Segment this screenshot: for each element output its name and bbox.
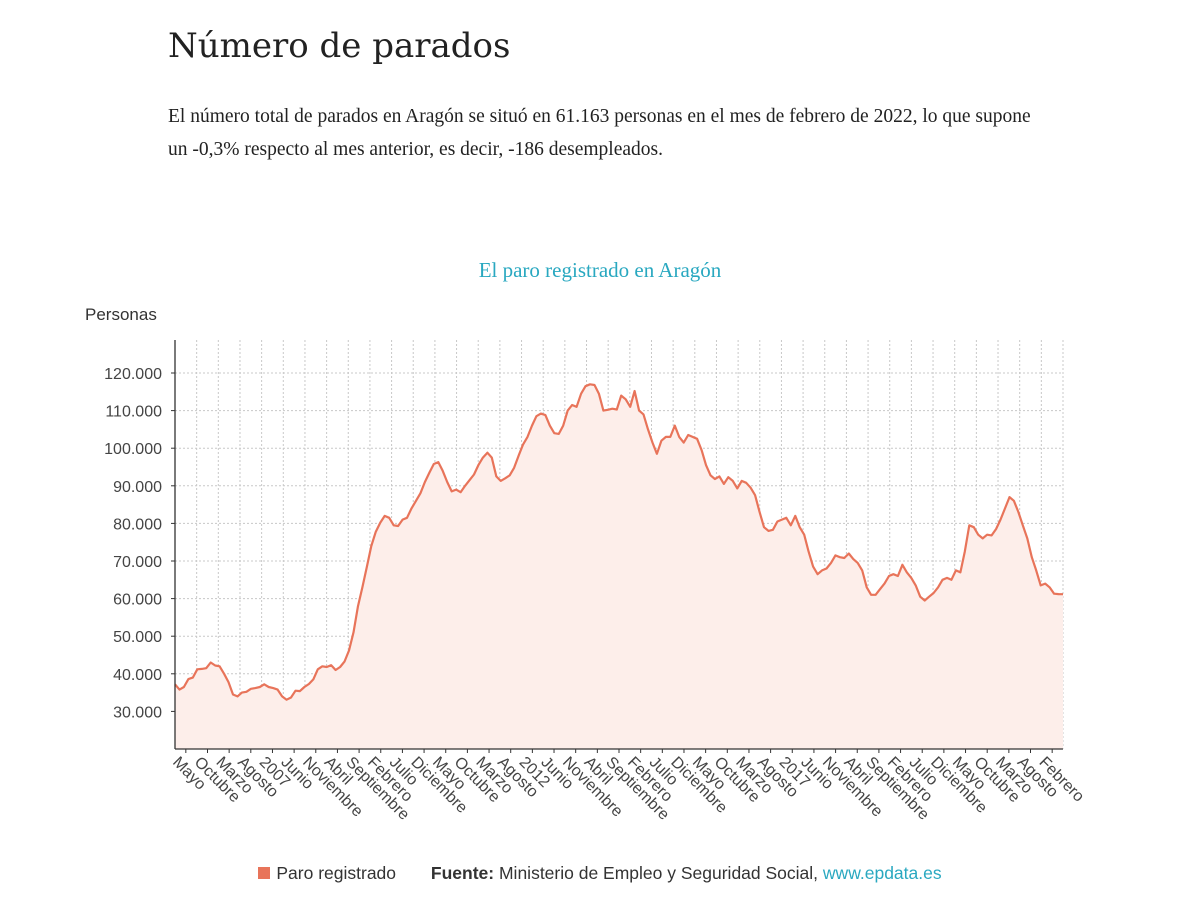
legend-swatch [258, 867, 271, 879]
legend-label: Paro registrado [276, 863, 397, 883]
y-tick-label: 40.000 [113, 667, 162, 684]
source-label: Fuente: [430, 863, 495, 883]
y-tick-label: 100.000 [104, 441, 162, 458]
y-tick-label: 110.000 [105, 404, 162, 421]
y-tick-label: 30.000 [113, 704, 162, 721]
chart-title: El paro registrado en Aragón [478, 258, 722, 282]
y-tick-label: 90.000 [113, 479, 162, 496]
chart-footer: Paro registrado Fuente: Ministerio de Em… [0, 863, 1200, 884]
source-link[interactable]: www.epdata.es [822, 863, 942, 883]
y-tick-label: 80.000 [113, 516, 162, 533]
series-line [174, 383, 1064, 701]
y-tick-label: 50.000 [113, 629, 162, 646]
y-tick-label: 120.000 [104, 366, 162, 383]
y-axis-label: Personas [85, 305, 157, 324]
source-text: Ministerio de Empleo y Seguridad Social, [498, 863, 819, 883]
series-area [175, 384, 1063, 749]
y-tick-label: 70.000 [113, 554, 162, 571]
y-tick-label: 60.000 [113, 592, 162, 609]
intro-paragraph: El número total de parados en Aragón se … [168, 106, 1031, 160]
page-heading: Número de parados [168, 26, 511, 66]
